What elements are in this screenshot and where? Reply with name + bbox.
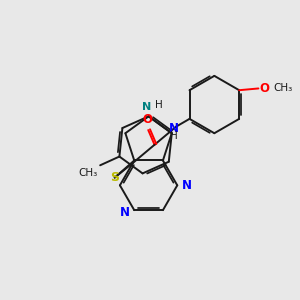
- Text: S: S: [110, 171, 119, 184]
- Text: N: N: [168, 122, 178, 135]
- Text: O: O: [142, 113, 152, 126]
- Text: N: N: [182, 179, 191, 192]
- Text: CH₃: CH₃: [273, 83, 292, 94]
- Text: H: H: [169, 131, 177, 141]
- Text: O: O: [260, 82, 270, 95]
- Text: N: N: [142, 102, 152, 112]
- Text: N: N: [120, 206, 130, 219]
- Text: H: H: [155, 100, 163, 110]
- Text: CH₃: CH₃: [78, 168, 98, 178]
